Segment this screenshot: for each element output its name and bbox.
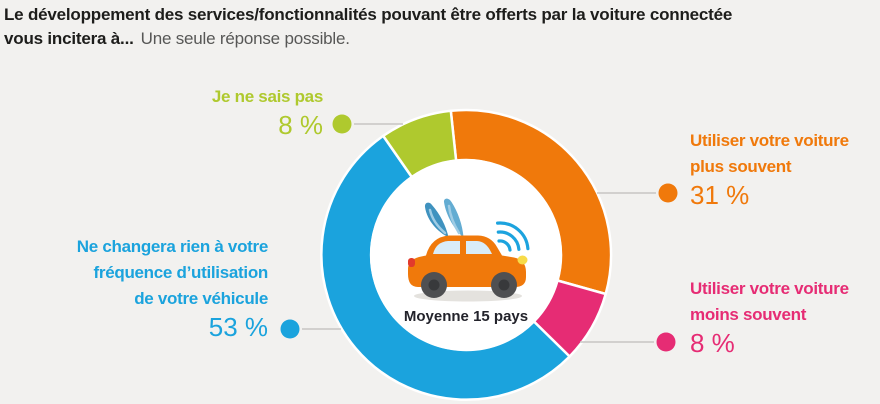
callout-label: Utiliser votre voiture (690, 131, 849, 150)
callout-value: 8 % (690, 328, 735, 358)
car-windshield (466, 241, 492, 254)
callout-value: 53 % (208, 312, 268, 342)
title-line1: Le développement des services/fonctionna… (4, 5, 733, 24)
callout-label: fréquence d’utilisation (93, 263, 269, 282)
callout-label: Je ne sais pas (211, 87, 323, 106)
callout-dot-green (332, 114, 352, 134)
callout-label: de votre véhicule (134, 289, 268, 308)
callout-label: Utiliser votre voiture (690, 279, 849, 298)
title-line2-bold: vous incitera à... (4, 29, 134, 48)
car-illustration (408, 198, 530, 302)
tail-light (408, 258, 415, 267)
callout-dot-orange (658, 183, 678, 203)
wifi-signal-icon (496, 221, 530, 252)
question-title: Le développement des services/fonctionna… (4, 3, 876, 51)
callout-label: plus souvent (690, 157, 792, 176)
callout-label: Ne changera rien à votre (76, 237, 269, 256)
callout-label: moins souvent (690, 305, 807, 324)
callout-connectors (280, 114, 678, 352)
wing-highlight (447, 204, 461, 235)
car-rear-window (433, 241, 460, 254)
callout-value: 8 % (278, 110, 323, 140)
title-subtitle: Une seule réponse possible. (140, 29, 350, 48)
callout-dot-pink (656, 332, 676, 352)
front-wheel-hub (498, 279, 510, 291)
center-caption: Moyenne 15 pays (403, 308, 529, 325)
callout-more-often: Utiliser votre voiture plus souvent 31 % (690, 128, 849, 210)
callout-less-often: Utiliser votre voiture moins souvent 8 % (690, 276, 849, 358)
rear-wheel-hub (428, 279, 440, 291)
callout-value: 31 % (690, 180, 750, 210)
wing-highlight (428, 208, 447, 235)
headlight (517, 255, 528, 265)
callout-no-change: Ne changera rien à votre fréquence d’uti… (76, 234, 269, 342)
callout-dot-blue (280, 319, 300, 339)
callout-dont-know: Je ne sais pas 8 % (212, 84, 323, 140)
